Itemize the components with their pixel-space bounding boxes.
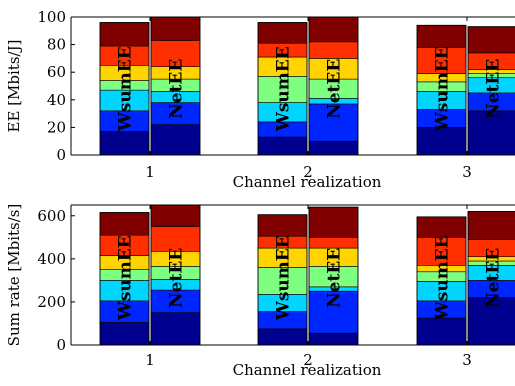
sum-rate-chart: WsumEE NetEE WsumEE NetEE WsumEE NetEE 0 200 400… [5, 204, 515, 379]
bar-label: WsumEE [274, 235, 294, 321]
bar-segment [99, 22, 150, 47]
bar-label: NetEE [325, 248, 345, 308]
bar-2-wsumee: WsumEE [257, 22, 308, 155]
bar-segment [150, 226, 201, 252]
bar-label: WsumEE [433, 46, 453, 132]
bar-segment [308, 140, 359, 155]
bar-1-wsumee: WsumEE [99, 22, 150, 155]
bar-segment [416, 24, 467, 48]
bar-label: NetEE [167, 248, 187, 308]
bar-2-wsumee: WsumEE [257, 214, 308, 345]
x-tick-label: 1 [145, 163, 155, 181]
bar-outline [99, 212, 150, 345]
bar-outline [150, 205, 201, 345]
y-tick-label: 600 [37, 207, 66, 225]
bar-label: NetEE [325, 59, 345, 119]
bar-outline [416, 216, 467, 345]
y-tick-label: 0 [56, 146, 66, 164]
bar-label: WsumEE [116, 235, 136, 321]
bar-outline [308, 206, 359, 345]
bar-segment [257, 328, 308, 345]
bar-outline [257, 214, 308, 345]
y-tick-label: 100 [37, 8, 66, 26]
bar-3-netee: NetEE [467, 26, 515, 155]
bar-segment [150, 124, 201, 155]
bar-label: WsumEE [274, 46, 294, 132]
x-tick-label: 2 [303, 163, 313, 181]
bar-outline [467, 211, 515, 345]
bar-1-netee: NetEE [150, 17, 201, 155]
y-tick-label: 60 [47, 63, 66, 81]
bar-segment [308, 103, 359, 142]
bar-3-wsumee: WsumEE [416, 216, 467, 345]
bar-label: WsumEE [433, 235, 453, 321]
y-tick-label: 400 [37, 250, 66, 268]
bar-label: NetEE [167, 59, 187, 119]
bar-segment [99, 131, 150, 155]
bar-label: NetEE [484, 248, 504, 308]
bar-segment [416, 216, 467, 238]
x-tick-label: 2 [303, 351, 313, 369]
x-tick-label: 1 [145, 351, 155, 369]
bar-segment [308, 332, 359, 345]
x-tick-label: 3 [462, 351, 472, 369]
bar-outline [416, 24, 467, 155]
bar-segment [150, 312, 201, 345]
y-tick-label: 200 [37, 293, 66, 311]
bar-segment [416, 237, 467, 266]
bar-segment [257, 214, 308, 237]
bar-3-wsumee: WsumEE [416, 24, 467, 155]
bar-2-netee: NetEE [308, 206, 359, 345]
bar-segment [150, 205, 201, 227]
bar-segment [257, 136, 308, 155]
y-tick-label: 40 [47, 91, 66, 109]
bar-label: NetEE [484, 59, 504, 119]
bar-1-netee: NetEE [150, 205, 201, 345]
ee-chart: WsumEE NetEE WsumEE NetEE WsumEE NetEE 0 20 40 60… [5, 8, 515, 191]
y-tick-label: 0 [56, 336, 66, 354]
bar-segment [308, 237, 359, 249]
y-axis-label: EE [Mbits/J] [5, 40, 23, 133]
bar-segment [257, 267, 308, 295]
bars: WsumEE NetEE WsumEE NetEE WsumEE NetEE [99, 205, 515, 345]
y-axis-label: Sum rate [Mbits/s] [5, 204, 23, 347]
y-tick-label: 20 [47, 118, 66, 136]
x-tick-label: 3 [462, 163, 472, 181]
bar-segment [99, 322, 150, 345]
bar-2-netee: NetEE [308, 17, 359, 155]
bar-segment [416, 47, 467, 74]
x-axis-label: Channel realization [233, 173, 382, 191]
bar-segment [416, 317, 467, 345]
bar-segment [308, 17, 359, 43]
bar-outline [308, 17, 359, 155]
bar-segment [257, 22, 308, 44]
y-tick-label: 80 [47, 36, 66, 54]
bar-segment [308, 41, 359, 59]
bar-segment [467, 211, 515, 240]
bars: WsumEE NetEE WsumEE NetEE WsumEE NetEE [99, 17, 515, 155]
bar-segment [99, 212, 150, 236]
bar-3-netee: NetEE [467, 211, 515, 345]
x-axis-label: Channel realization [233, 361, 382, 379]
bar-1-wsumee: WsumEE [99, 212, 150, 345]
bar-segment [150, 17, 201, 41]
bar-segment [308, 206, 359, 238]
bar-segment [467, 26, 515, 54]
bar-label: WsumEE [116, 46, 136, 132]
